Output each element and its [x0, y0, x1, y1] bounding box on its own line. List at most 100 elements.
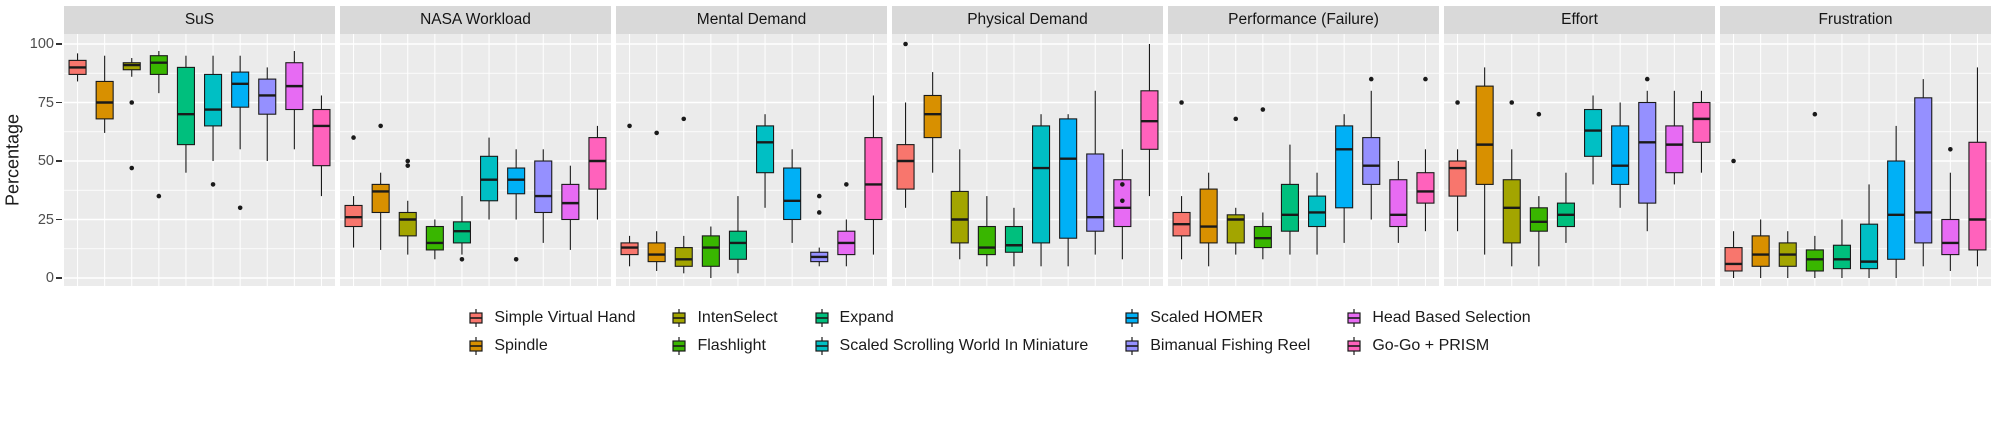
- boxplot-spindle: [371, 123, 390, 250]
- facet-effort: Effort: [1444, 6, 1715, 286]
- legend-key-boxplot-icon: [1125, 309, 1139, 327]
- boxplot-scaled-scrolling-world-in-miniature: [756, 114, 775, 208]
- legend: Simple Virtual Hand Spindle IntenSelect Fla…: [0, 304, 1997, 360]
- boxplot-scaled-homer: [507, 149, 526, 262]
- boxplot-expand: [728, 196, 747, 274]
- boxplot-scaled-scrolling-world-in-miniature: [1308, 172, 1327, 255]
- boxplot-bimanual-fishing-reel: [1914, 79, 1933, 267]
- y-tick-label-100: 100: [29, 36, 54, 52]
- boxplot-go-go-prism: [588, 125, 607, 220]
- boxplot-scaled-homer: [783, 149, 802, 243]
- outlier-point: [1455, 100, 1460, 105]
- y-tick-label-25: 25: [37, 211, 54, 228]
- outlier-point: [654, 130, 659, 136]
- legend-key-boxplot-icon: [469, 337, 483, 355]
- y-axis-title-text: Percentage: [2, 113, 23, 207]
- facet-strip-mental-demand: Mental Demand: [616, 6, 887, 34]
- legend-item-intenselect: IntenSelect: [669, 308, 778, 328]
- legend-label: Flashlight: [697, 337, 766, 354]
- boxplot-intenselect: [674, 116, 693, 274]
- outlier-point: [1731, 158, 1736, 164]
- facet-panel-performance-failure: [1168, 34, 1439, 286]
- outlier-point: [627, 123, 632, 129]
- outlier-point: [1644, 76, 1650, 82]
- facet-panel-physical-demand: [892, 34, 1163, 286]
- legend-label: Scaled HOMER: [1150, 309, 1264, 326]
- plot-area: Percentage 0 25 50 75 100 SuS NASA Workload Me…: [2, 6, 1991, 286]
- boxplot-expand: [1004, 207, 1023, 267]
- boxplot-expand: [1280, 144, 1299, 255]
- facet-plot-physical-demand: [892, 34, 1163, 286]
- boxplot-flashlight: [149, 51, 168, 199]
- boxplot-flashlight: [1253, 107, 1272, 260]
- boxplot-scaled-homer: [1887, 125, 1906, 278]
- boxplot-intenselect: [950, 149, 969, 260]
- y-tick-mark: [56, 277, 62, 279]
- boxplot-scaled-homer: [1611, 102, 1630, 208]
- y-tick-label-0: 0: [45, 270, 54, 286]
- boxplot-head-based-selection: [837, 182, 856, 267]
- outlier-point: [405, 163, 411, 168]
- facet-nasa-workload: NASA Workload: [340, 6, 611, 286]
- boxplot-intenselect: [122, 58, 141, 171]
- outlier-point: [156, 193, 162, 199]
- outlier-point: [513, 256, 519, 262]
- boxplot-spindle: [95, 55, 114, 133]
- boxplot-spindle: [1199, 172, 1218, 267]
- boxplot-bimanual-fishing-reel: [1086, 90, 1105, 255]
- legend-item-bimanual-fishing-reel: Bimanual Fishing Reel: [1122, 336, 1310, 356]
- boxplot-head-based-selection: [1113, 149, 1132, 260]
- facet-plot-sus: [64, 34, 335, 286]
- boxplot-head-based-selection: [1941, 147, 1960, 271]
- facet-plot-effort: [1444, 34, 1715, 286]
- facet-strip-effort: Effort: [1444, 6, 1715, 34]
- boxplot-expand: [176, 55, 195, 173]
- facet-strip-nasa-workload: NASA Workload: [340, 6, 611, 34]
- boxplot-go-go-prism: [1692, 90, 1711, 173]
- y-tick-mark: [56, 218, 62, 221]
- y-tick-mark: [56, 160, 62, 162]
- legend-item-spindle: Spindle: [466, 336, 548, 356]
- boxplot-head-based-selection: [1389, 161, 1408, 243]
- boxplot-scaled-homer: [1335, 114, 1354, 243]
- outlier-point: [816, 193, 822, 199]
- boxplot-head-based-selection: [285, 51, 304, 150]
- legend-key-boxplot-icon: [814, 309, 829, 327]
- y-tick-label-75: 75: [37, 94, 54, 111]
- outlier-point: [1812, 111, 1818, 117]
- boxplot-spindle: [1751, 219, 1770, 278]
- boxplot-go-go-prism: [1140, 44, 1159, 197]
- legend-item-scaled-scrolling-world-in-miniature: Scaled Scrolling World In Miniature: [812, 336, 1088, 356]
- legend-item-flashlight: Flashlight: [669, 336, 766, 356]
- facet-panels: SuS NASA Workload Mental Demand Physical De…: [64, 6, 1991, 286]
- outlier-point: [1260, 107, 1266, 112]
- boxplot-simple-virtual-hand: [68, 53, 87, 82]
- outlier-point: [351, 135, 356, 140]
- boxplot-bimanual-fishing-reel: [1362, 76, 1381, 220]
- outlier-point: [129, 100, 135, 105]
- outlier-point: [210, 182, 216, 187]
- outlier-point: [1368, 76, 1374, 82]
- legend-label: Go-Go + PRISM: [1372, 337, 1490, 354]
- legend-key-boxplot-icon: [1125, 337, 1139, 355]
- boxplot-flashlight: [1529, 111, 1548, 267]
- outlier-point: [1948, 147, 1953, 152]
- outlier-point: [681, 116, 687, 122]
- boxplot-scaled-homer: [1059, 114, 1078, 267]
- boxplot-go-go-prism: [1416, 76, 1435, 232]
- legend-item-expand: Expand: [812, 308, 894, 328]
- boxplot-head-based-selection: [1665, 90, 1684, 185]
- boxplot-bimanual-fishing-reel: [1638, 76, 1657, 232]
- boxplot-flashlight: [977, 196, 996, 267]
- outlier-point: [237, 205, 243, 211]
- facet-plot-mental-demand: [616, 34, 887, 286]
- legend-grid: Simple Virtual Hand Spindle IntenSelect Fla…: [466, 304, 1531, 360]
- boxplot-simple-virtual-hand: [896, 41, 915, 208]
- legend-key-boxplot-icon: [469, 309, 483, 327]
- boxplot-bimanual-fishing-reel: [258, 67, 277, 161]
- outlier-point: [844, 182, 849, 187]
- boxplot-simple-virtual-hand: [1448, 100, 1467, 232]
- y-tick-mark: [56, 101, 62, 104]
- facet-panel-nasa-workload: [340, 34, 611, 286]
- boxplot-simple-virtual-hand: [1172, 100, 1191, 260]
